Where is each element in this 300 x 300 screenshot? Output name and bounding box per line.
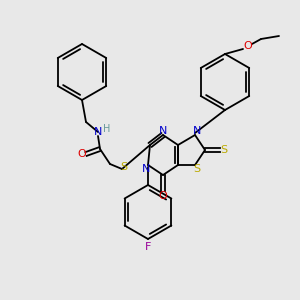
Text: S: S [220, 145, 228, 155]
Text: N: N [159, 126, 167, 136]
Text: S: S [120, 162, 128, 172]
Text: O: O [244, 41, 252, 51]
Text: O: O [159, 191, 167, 201]
Text: F: F [145, 242, 151, 252]
Text: O: O [78, 149, 86, 159]
Text: N: N [142, 164, 150, 174]
Text: S: S [194, 164, 201, 174]
Text: N: N [94, 127, 102, 137]
Text: H: H [103, 124, 111, 134]
Text: N: N [193, 126, 201, 136]
